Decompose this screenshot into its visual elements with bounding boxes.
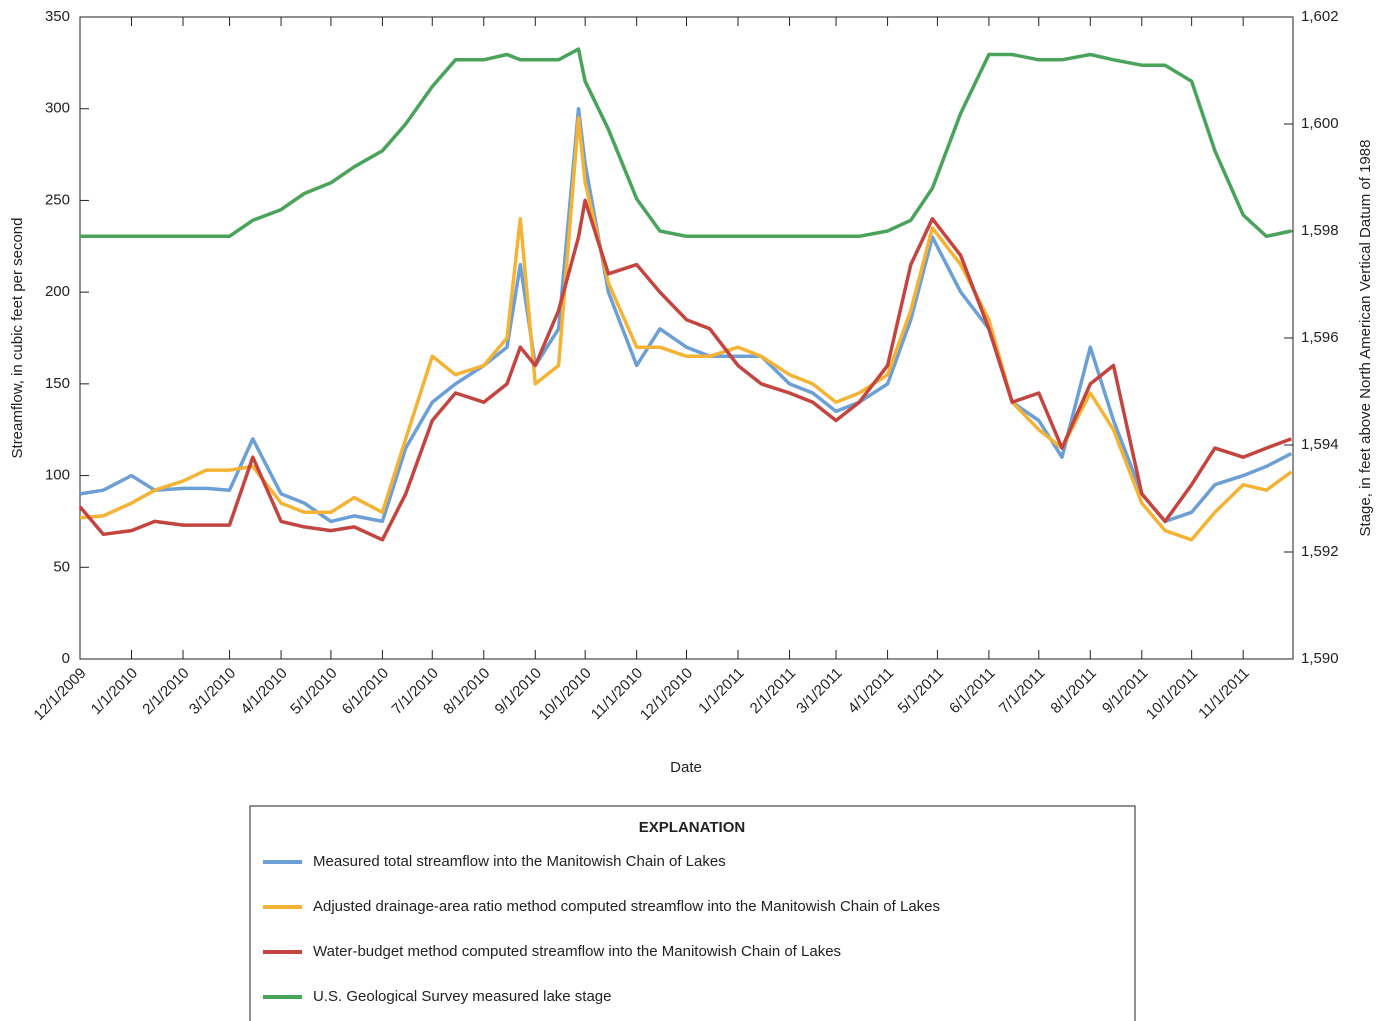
y2-tick-label: 1,590 [1301, 650, 1339, 667]
y-tick-label: 100 [45, 467, 70, 484]
x-tick-label: 7/1/2010 [389, 665, 442, 718]
plot-frame [79, 16, 1294, 660]
x-tick-label: 4/1/2010 [237, 665, 290, 718]
y-tick-label: 350 [45, 8, 70, 25]
x-tick-label: 6/1/2010 [339, 665, 392, 718]
x-tick-label: 6/1/2011 [946, 665, 999, 718]
y-tick-label: 0 [62, 650, 70, 667]
legend-box [249, 805, 1136, 1021]
x-tick-label: 12/1/2009 [30, 665, 89, 724]
legend-label: U.S. Geological Survey measured lake sta… [313, 988, 611, 1005]
x-axis-label: Date [670, 759, 702, 776]
legend-label: Water-budget method computed streamflow … [313, 943, 841, 960]
y2-tick-label: 1,594 [1301, 436, 1339, 453]
y2-tick-label: 1,596 [1301, 329, 1339, 346]
x-tick-label: 1/1/2010 [88, 665, 141, 718]
x-tick-label: 2/1/2010 [139, 665, 192, 718]
y-tick-label: 300 [45, 100, 70, 117]
x-tick-label: 7/1/2011 [996, 665, 1049, 718]
x-tick-label: 5/1/2011 [895, 665, 948, 718]
y-tick-label: 150 [45, 375, 70, 392]
x-tick-label: 10/1/2011 [1143, 665, 1201, 723]
y2-tick-label: 1,592 [1301, 543, 1339, 560]
y2-tick-label: 1,602 [1301, 8, 1339, 25]
y-tick-label: 200 [45, 283, 70, 300]
y2-tick-label: 1,598 [1301, 222, 1339, 239]
x-tick-label: 2/1/2011 [747, 665, 800, 718]
x-tick-label: 12/1/2010 [637, 665, 696, 724]
x-tick-label: 5/1/2010 [287, 665, 340, 718]
x-tick-label: 11/1/2011 [1195, 665, 1253, 723]
series-line [80, 47, 1292, 239]
x-tick-label: 10/1/2010 [536, 665, 595, 724]
x-tick-label: 8/1/2011 [1047, 665, 1100, 718]
y-tick-label: 250 [45, 191, 70, 208]
series-line [78, 198, 1292, 542]
series-line [79, 116, 1293, 542]
legend-label: Measured total streamflow into the Manit… [313, 853, 726, 870]
y-tick-label: 50 [53, 558, 70, 575]
x-tick-label: 3/1/2010 [186, 665, 239, 718]
x-tick-label: 1/1/2011 [695, 665, 748, 718]
y2-axis-label: Stage, in feet above North American Vert… [1357, 140, 1374, 537]
series-line [79, 106, 1293, 524]
legend-title: EXPLANATION [639, 819, 745, 836]
y2-tick-label: 1,600 [1301, 115, 1339, 132]
legend-label: Adjusted drainage-area ratio method comp… [313, 898, 940, 915]
y-axis-label: Streamflow, in cubic feet per second [9, 218, 26, 459]
x-tick-label: 11/1/2010 [588, 665, 646, 723]
x-tick-label: 8/1/2010 [440, 665, 493, 718]
x-tick-label: 3/1/2011 [793, 665, 846, 718]
x-tick-label: 4/1/2011 [845, 665, 898, 718]
